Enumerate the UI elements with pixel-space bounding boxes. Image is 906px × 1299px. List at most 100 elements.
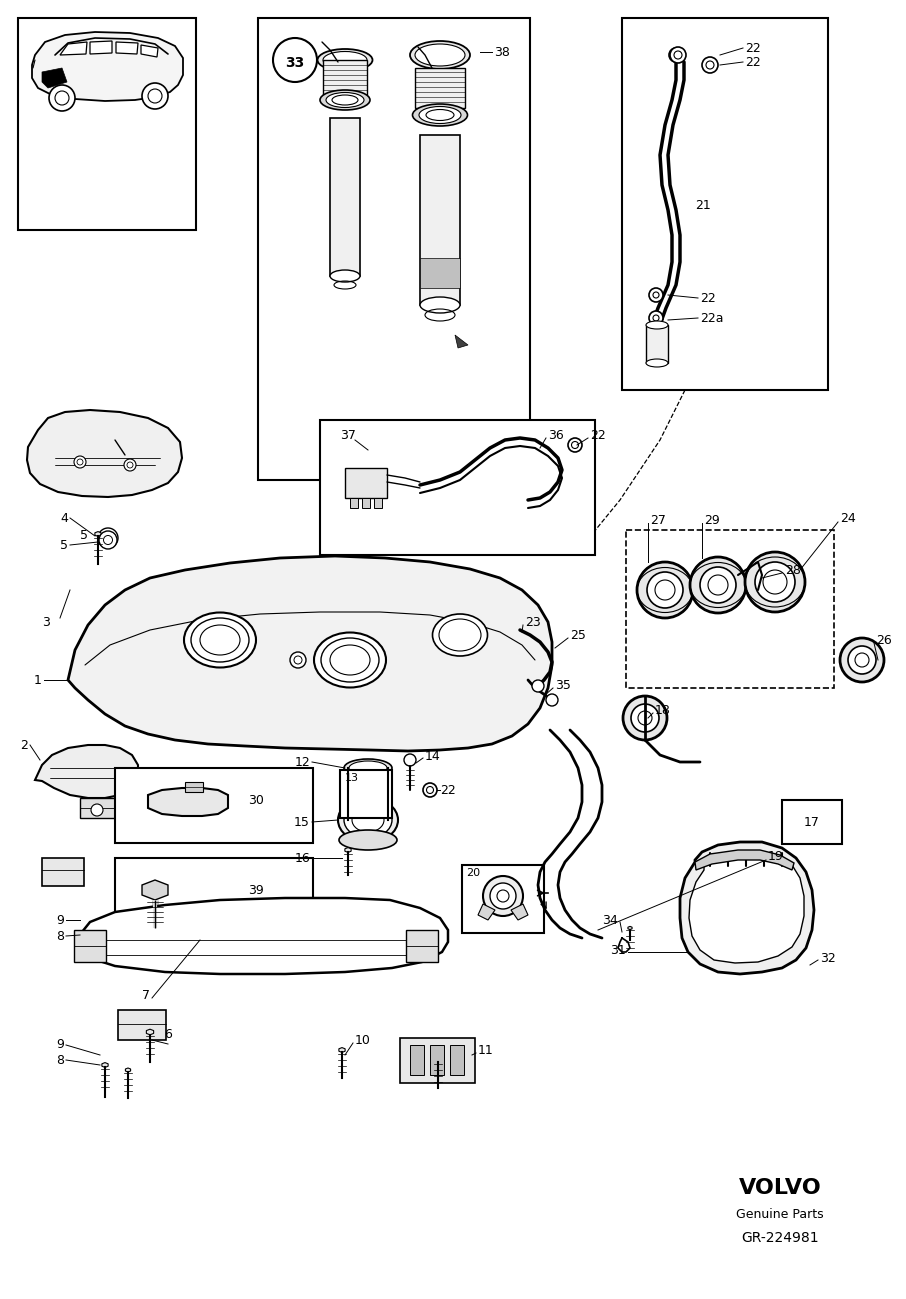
Polygon shape — [141, 45, 158, 57]
Text: 22: 22 — [745, 56, 761, 69]
Text: 21: 21 — [695, 199, 710, 212]
Circle shape — [532, 679, 544, 692]
Bar — [323, 60, 367, 95]
Ellipse shape — [323, 52, 367, 69]
Circle shape — [490, 883, 516, 909]
Circle shape — [290, 652, 306, 668]
Polygon shape — [148, 788, 228, 816]
Circle shape — [99, 531, 117, 549]
Circle shape — [623, 696, 667, 740]
Text: 19: 19 — [768, 850, 784, 863]
Text: 10: 10 — [355, 1034, 371, 1047]
Circle shape — [669, 48, 683, 62]
Text: 4: 4 — [60, 512, 68, 525]
Ellipse shape — [338, 798, 398, 843]
Polygon shape — [125, 1068, 130, 1072]
Polygon shape — [95, 531, 101, 536]
Text: Genuine Parts: Genuine Parts — [737, 1208, 824, 1221]
Text: 22: 22 — [700, 291, 716, 304]
Polygon shape — [689, 852, 804, 963]
Polygon shape — [90, 42, 112, 55]
Text: 37: 37 — [340, 429, 356, 442]
Ellipse shape — [191, 618, 249, 662]
Text: GR-224981: GR-224981 — [741, 1231, 819, 1244]
Circle shape — [649, 288, 663, 301]
Ellipse shape — [320, 90, 370, 110]
Text: 30: 30 — [248, 794, 264, 807]
Ellipse shape — [646, 321, 668, 329]
Text: 24: 24 — [840, 512, 856, 525]
Polygon shape — [680, 842, 814, 974]
Text: 1: 1 — [34, 673, 42, 686]
Bar — [115, 859, 313, 937]
Ellipse shape — [317, 49, 372, 71]
Polygon shape — [116, 42, 138, 55]
Text: 2: 2 — [20, 739, 28, 752]
Text: 7: 7 — [142, 989, 150, 1002]
Polygon shape — [628, 926, 632, 930]
Bar — [622, 18, 828, 390]
Circle shape — [745, 552, 805, 612]
Bar — [430, 1044, 444, 1076]
Polygon shape — [82, 898, 448, 974]
Ellipse shape — [412, 104, 467, 126]
Polygon shape — [68, 556, 552, 751]
Circle shape — [49, 84, 75, 110]
Text: 17: 17 — [804, 816, 820, 829]
Polygon shape — [42, 68, 67, 88]
Bar — [118, 1011, 166, 1040]
Bar — [345, 468, 387, 498]
Circle shape — [649, 310, 663, 325]
Text: 9: 9 — [56, 1038, 64, 1051]
Text: 36: 36 — [548, 429, 564, 442]
Text: 35: 35 — [555, 678, 571, 691]
Ellipse shape — [344, 801, 392, 838]
Circle shape — [404, 753, 416, 766]
Ellipse shape — [339, 830, 397, 850]
Bar — [374, 498, 382, 508]
Polygon shape — [147, 1029, 154, 1035]
Polygon shape — [435, 1057, 441, 1063]
Circle shape — [702, 57, 718, 73]
Text: 16: 16 — [294, 852, 310, 865]
Polygon shape — [695, 850, 794, 870]
Text: 5: 5 — [80, 529, 88, 542]
Text: 26: 26 — [876, 634, 892, 647]
Bar — [330, 118, 360, 275]
Circle shape — [124, 459, 136, 472]
Circle shape — [755, 562, 795, 601]
Text: 29: 29 — [704, 513, 719, 526]
Ellipse shape — [646, 359, 668, 368]
Text: 13: 13 — [345, 773, 359, 783]
Circle shape — [142, 83, 168, 109]
Bar — [782, 800, 842, 844]
Polygon shape — [511, 904, 528, 920]
Ellipse shape — [330, 270, 360, 282]
Circle shape — [637, 562, 693, 618]
Text: 11: 11 — [478, 1043, 494, 1056]
Polygon shape — [35, 746, 138, 798]
Text: 22a: 22a — [700, 312, 724, 325]
Text: VOLVO: VOLVO — [738, 1178, 822, 1198]
Polygon shape — [478, 904, 495, 920]
Circle shape — [690, 557, 746, 613]
Bar — [350, 498, 358, 508]
Circle shape — [91, 804, 103, 816]
Text: 22: 22 — [440, 783, 456, 796]
Bar — [115, 768, 313, 843]
Bar — [415, 68, 465, 108]
Bar — [80, 798, 115, 818]
Polygon shape — [345, 848, 352, 852]
Text: 20: 20 — [466, 868, 480, 878]
Ellipse shape — [420, 297, 460, 313]
Circle shape — [483, 876, 523, 916]
Bar — [400, 1038, 475, 1083]
Circle shape — [647, 572, 683, 608]
Bar — [462, 865, 544, 933]
Bar — [18, 18, 196, 230]
Circle shape — [700, 566, 736, 603]
Text: 6: 6 — [164, 1029, 172, 1042]
Circle shape — [848, 646, 876, 674]
Text: 31: 31 — [611, 943, 626, 956]
Text: 22: 22 — [590, 429, 606, 442]
